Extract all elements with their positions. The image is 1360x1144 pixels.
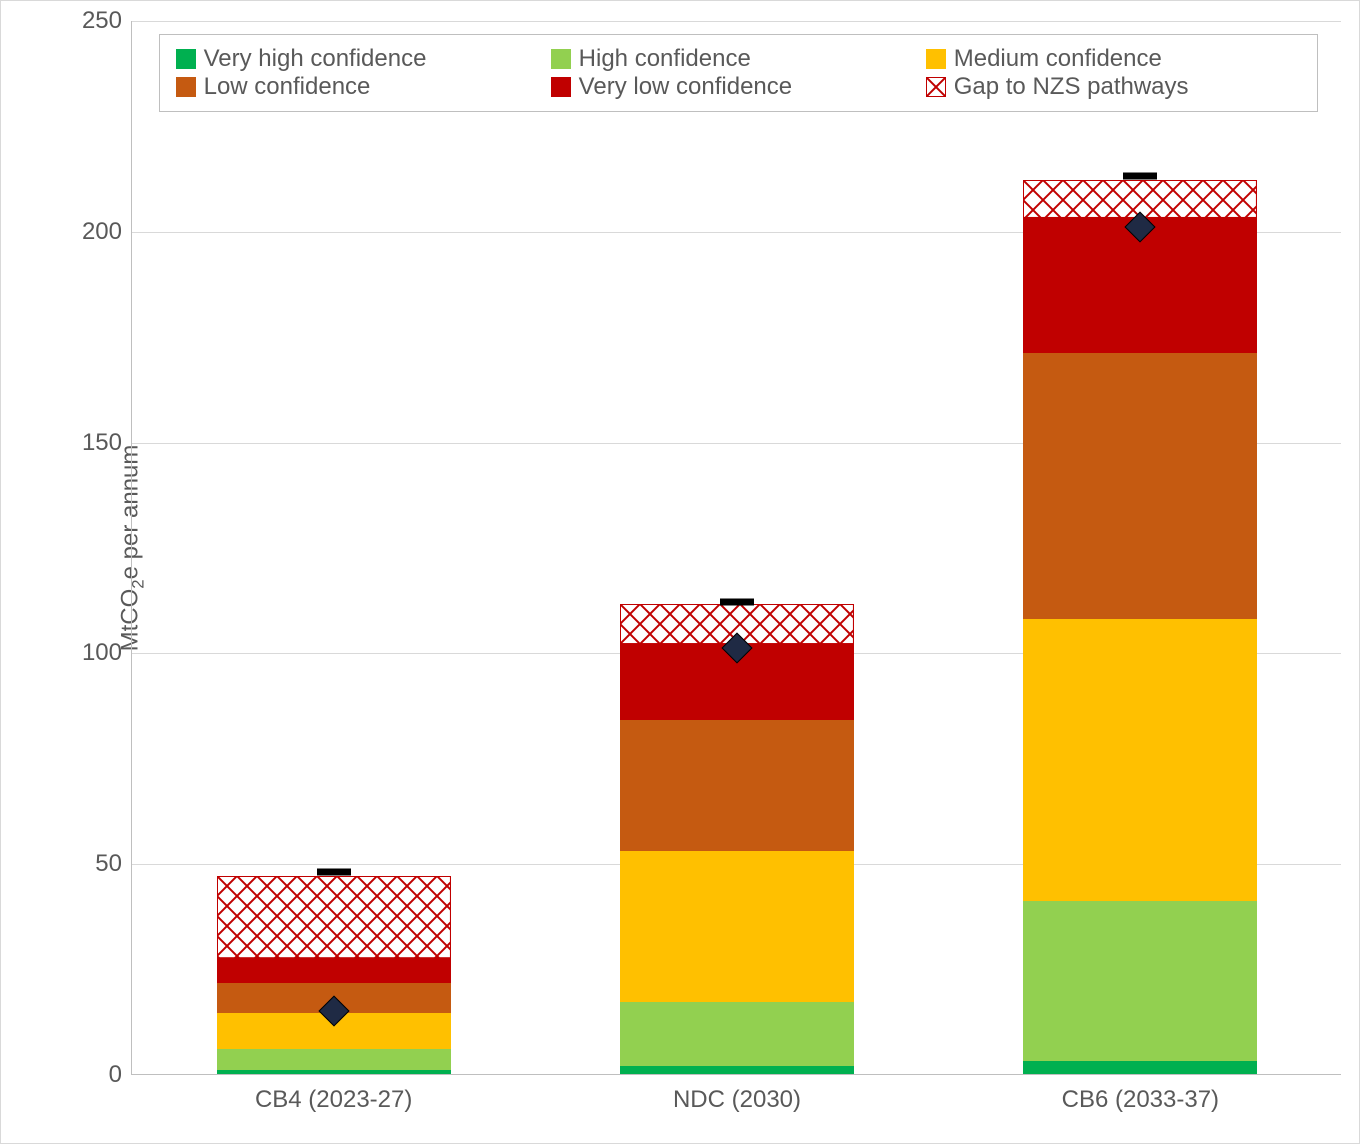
y-tick-label: 50 — [95, 850, 132, 878]
legend-label: Gap to NZS pathways — [954, 73, 1189, 101]
x-tick-label: CB4 (2023-27) — [255, 1074, 412, 1114]
legend-label: Very high confidence — [204, 45, 427, 73]
legend-swatch — [551, 49, 571, 69]
legend-label: Low confidence — [204, 73, 371, 101]
bar-segment-high — [620, 1002, 854, 1065]
y-tick-label: 100 — [82, 639, 132, 667]
legend-label: Very low confidence — [579, 73, 792, 101]
legend-item-gap: Gap to NZS pathways — [926, 73, 1301, 101]
dash-marker — [720, 598, 754, 605]
bar-segment-high — [1023, 901, 1257, 1061]
bar-segment-very_low — [217, 958, 451, 983]
chart-container: MtCO2e per annum 050100150200250CB4 (202… — [0, 0, 1360, 1144]
bar-segment-very_high — [620, 1066, 854, 1074]
bar-segment-high — [217, 1049, 451, 1070]
legend-item-very_low: Very low confidence — [551, 73, 926, 101]
legend-item-medium: Medium confidence — [926, 45, 1301, 73]
legend-swatch — [551, 77, 571, 97]
dash-marker — [317, 868, 351, 875]
legend-swatch — [176, 49, 196, 69]
legend-swatch — [176, 77, 196, 97]
legend-swatch — [926, 77, 946, 97]
legend-item-very_high: Very high confidence — [176, 45, 551, 73]
bar-segment-very_high — [1023, 1061, 1257, 1074]
bar-segment-gap — [217, 876, 451, 958]
x-tick-label: NDC (2030) — [673, 1074, 801, 1114]
bar-group — [217, 20, 451, 1074]
plot-area: 050100150200250CB4 (2023-27)NDC (2030)CB… — [131, 21, 1341, 1075]
y-tick-label: 150 — [82, 429, 132, 457]
legend-label: Medium confidence — [954, 45, 1162, 73]
bar-segment-medium — [620, 851, 854, 1003]
legend-item-high: High confidence — [551, 45, 926, 73]
legend-swatch — [926, 49, 946, 69]
legend-label: High confidence — [579, 45, 751, 73]
y-tick-label: 250 — [82, 7, 132, 35]
bar-segment-very_high — [217, 1070, 451, 1074]
y-tick-label: 0 — [109, 1061, 132, 1089]
dash-marker — [1123, 173, 1157, 180]
bar-group — [620, 20, 854, 1074]
legend: Very high confidence High confidence Mediu… — [159, 34, 1318, 112]
bar-segment-low — [620, 720, 854, 851]
bar-segment-low — [1023, 353, 1257, 619]
x-tick-label: CB6 (2033-37) — [1062, 1074, 1219, 1114]
bar-segment-medium — [1023, 619, 1257, 901]
y-tick-label: 200 — [82, 218, 132, 246]
legend-item-low: Low confidence — [176, 73, 551, 101]
